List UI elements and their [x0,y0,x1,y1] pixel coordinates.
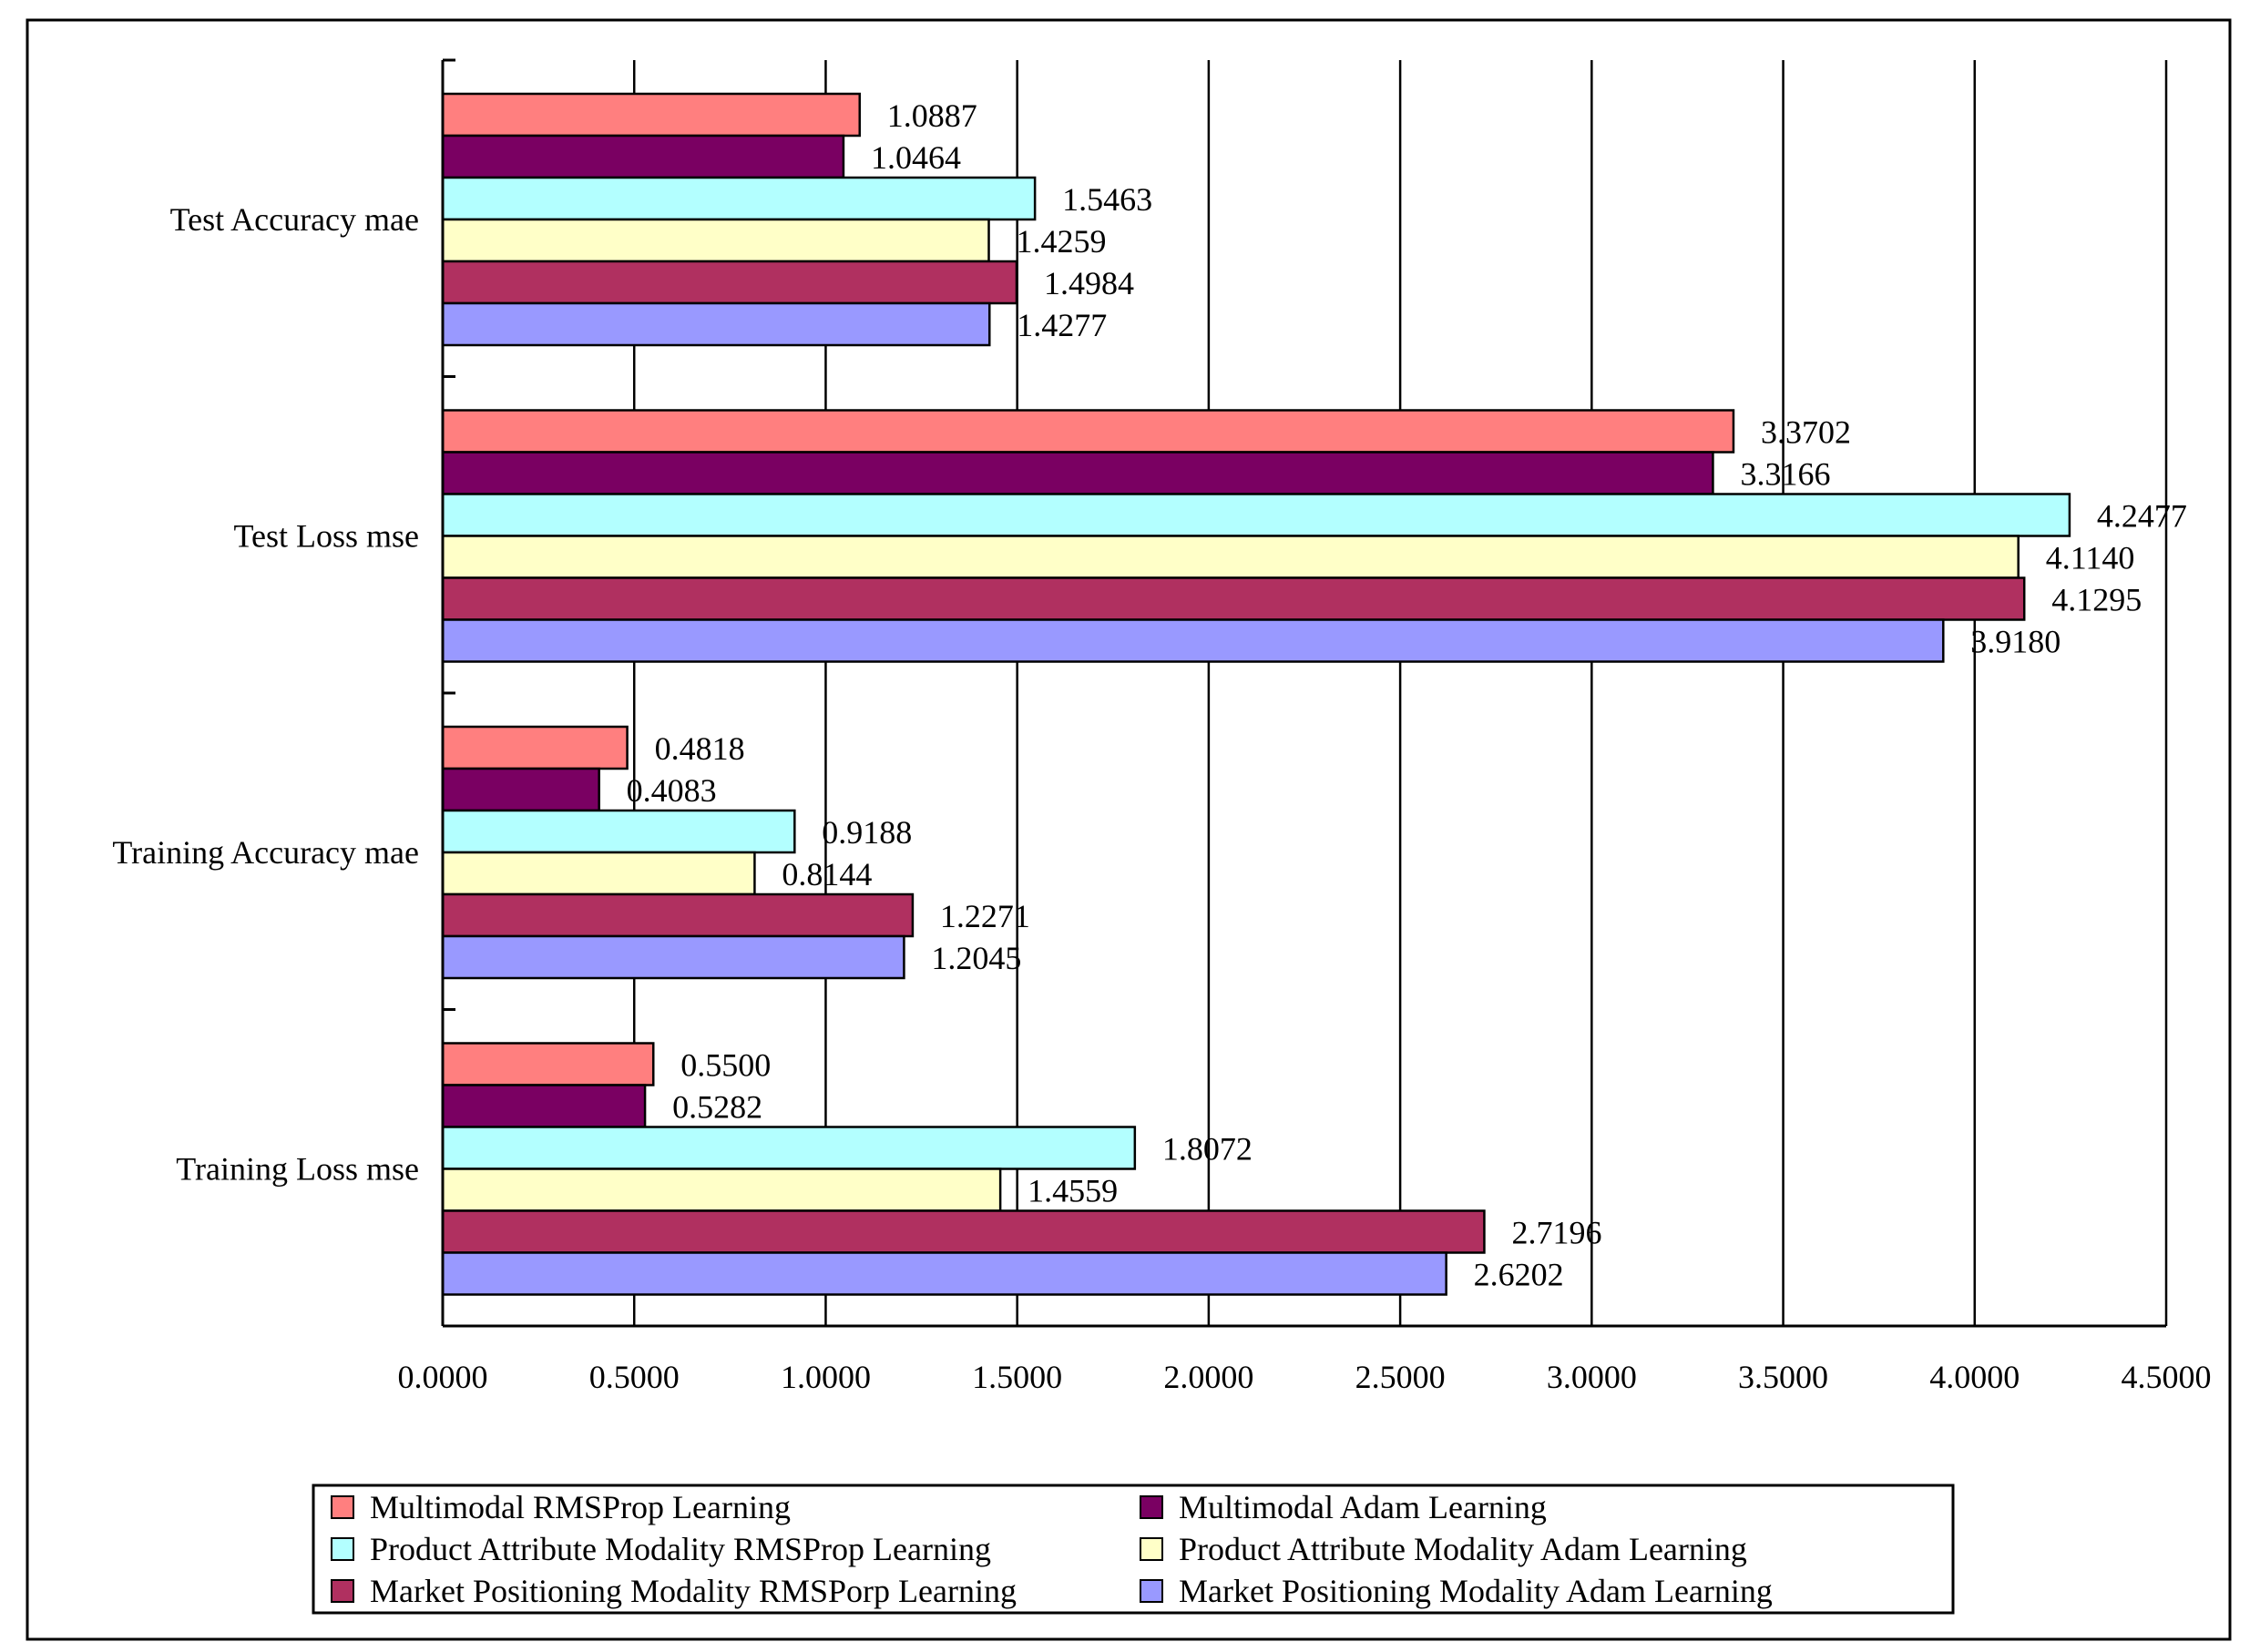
x-tick-label: 2.5000 [1355,1359,1446,1395]
category-labels: Test Accuracy mae Test Loss mse Training A… [112,201,419,1188]
bar [441,218,990,263]
data-label: 1.4559 [1028,1173,1118,1209]
data-label: 3.9180 [1970,624,2061,660]
x-tick-label: 2.0000 [1163,1359,1253,1395]
legend-label: Product Attribute Modality RMSProp Learn… [370,1531,991,1567]
bar [441,851,756,896]
x-tick-label: 3.5000 [1738,1359,1828,1395]
data-label: 0.5282 [672,1089,762,1126]
data-label: 3.3702 [1761,414,1851,451]
data-label: 1.2271 [940,898,1030,934]
bars [441,92,2071,1296]
data-labels: 1.0887 3.3702 0.4818 0.5500 1.0464 3.3166 0.40… [627,97,2187,1293]
legend-label: Market Positioning Modality Adam Learnin… [1179,1573,1773,1609]
data-label: 4.1295 [2051,582,2142,618]
x-tick-label: 0.5000 [589,1359,680,1395]
bar [441,1042,655,1086]
bar [441,134,845,179]
data-label: 4.1140 [2046,540,2135,576]
data-label: 0.9188 [822,814,912,851]
bar [441,725,629,770]
legend-label: Product Attribute Modality Adam Learning [1179,1531,1747,1567]
bar [441,493,2071,537]
data-label: 2.7196 [1511,1215,1601,1251]
x-tick-label: 1.5000 [972,1359,1062,1395]
bar [441,1209,1486,1254]
legend-swatch [331,1579,354,1603]
bar [441,535,2020,579]
category-label: Test Accuracy mae [170,201,419,238]
x-tick-label: 4.5000 [2122,1359,2212,1395]
bar [441,809,796,854]
data-label: 1.4277 [1017,307,1107,343]
bar [441,767,600,812]
bar [441,1084,647,1128]
category-label: Test Loss mse [234,517,419,554]
legend-swatch [1140,1579,1163,1603]
bar [441,176,1037,221]
data-label: 1.5463 [1062,181,1152,218]
data-label: 2.6202 [1474,1257,1564,1293]
bar [441,892,915,938]
category-label: Training Accuracy mae [112,834,419,871]
data-label: 0.5500 [680,1047,771,1084]
data-label: 1.4259 [1017,223,1107,260]
legend-swatch [1140,1537,1163,1561]
bar [441,1251,1447,1296]
legend-label: Market Positioning Modality RMSPorp Lear… [370,1573,1017,1609]
bar [441,451,1714,495]
axes [441,58,2166,1328]
bar [441,576,2026,621]
data-label: 3.3166 [1740,456,1830,493]
data-label: 0.4083 [627,772,717,809]
x-tick-label: 1.0000 [781,1359,871,1395]
legend-label: Multimodal Adam Learning [1179,1489,1547,1525]
bar [441,1126,1137,1170]
bar [441,934,905,980]
data-label: 1.0464 [871,139,961,176]
data-label: 0.8144 [782,856,872,892]
x-tick-labels: 0.0000 0.5000 1.0000 1.5000 2.0000 2.5000 3.00… [398,1359,2212,1395]
legend-swatch [1140,1495,1163,1519]
bar [441,1168,1002,1212]
data-label: 1.2045 [931,940,1021,976]
legend: Multimodal RMSProp Learning Multimodal Ad… [312,1484,1955,1615]
x-tick-label: 0.0000 [398,1359,488,1395]
bar [441,92,861,138]
bar [441,301,991,347]
legend-swatch [331,1537,354,1561]
x-tick-label: 4.0000 [1929,1359,2020,1395]
legend-box [312,1484,1955,1615]
category-label: Training Loss mse [176,1150,419,1187]
bar [441,409,1735,454]
bar [441,260,1018,305]
x-tick-label: 3.0000 [1547,1359,1637,1395]
data-label: 1.4984 [1044,265,1134,301]
bar [441,618,1945,663]
data-label: 1.0887 [887,97,977,134]
legend-label: Multimodal RMSProp Learning [370,1489,791,1525]
legend-swatch [331,1495,354,1519]
chart-border [26,18,2232,1641]
data-label: 0.4818 [655,730,745,767]
data-label: 1.8072 [1162,1131,1253,1168]
data-label: 4.2477 [2097,498,2187,535]
